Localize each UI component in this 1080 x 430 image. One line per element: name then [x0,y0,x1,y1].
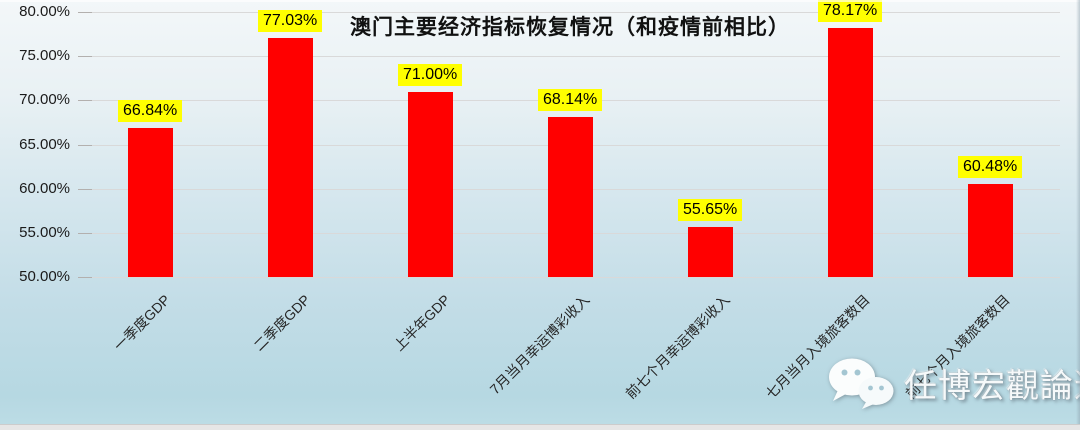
bar-value-label: 77.03% [258,10,323,33]
y-tick-label: 70.00% [19,91,70,109]
y-tick-label: 80.00% [19,3,70,20]
y-axis-tickmark [78,12,92,13]
bar [967,184,1013,277]
bar [547,116,593,277]
bar [407,91,453,277]
y-axis-tickmark [78,188,92,190]
y-axis-tickmark [78,56,92,58]
bar-value-label: 68.14% [538,88,603,111]
chart-title: 澳门主要经济指标恢复情况（和疫情前相比） [350,15,790,39]
x-category-label: 二季度GDP [250,291,313,354]
y-tick-label: 50.00% [19,268,70,285]
y-axis-tickmark [78,144,92,146]
gridline [80,12,1060,13]
bar-value-label: 60.48% [958,156,1023,179]
gridline [80,277,1060,278]
y-axis-tickmark [78,100,92,102]
y-axis-tickmark [78,232,92,234]
y-tick-label: 60.00% [19,179,70,197]
top-edge-highlight [0,0,1080,2]
x-category-label: 前七个月幸运博彩收入 [622,291,733,402]
y-tick-label: 55.00% [19,223,70,241]
y-tick-label: 65.00% [19,135,70,153]
right-edge-shadow [1076,0,1080,430]
wechat-icon [829,358,894,409]
y-axis-tickmark [78,277,92,278]
bar-value-label: 78.17% [818,0,883,23]
y-tick-label: 75.00% [19,47,70,65]
bar-value-label: 55.65% [678,199,743,222]
bar [267,38,313,277]
gridline [80,56,1060,58]
watermark-text: 任博宏觀論道 [904,367,1080,404]
x-category-label: 上半年GDP [390,291,453,354]
bar [687,227,733,277]
bottom-strip [0,424,1080,430]
x-category-label: 一季度GDP [110,291,173,354]
bar [127,128,173,277]
bar [827,28,873,277]
bar-value-label: 66.84% [118,100,183,123]
watermark: 任博宏觀論道 [826,356,1080,410]
x-category-label: 7月当月幸运博彩收入 [486,291,593,398]
bar-value-label: 71.00% [398,63,463,86]
